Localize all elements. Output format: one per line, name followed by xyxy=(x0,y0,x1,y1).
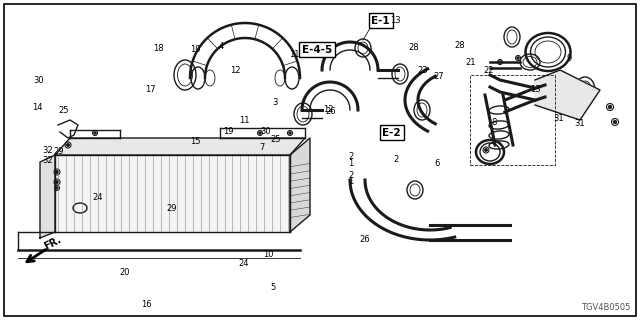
Text: 16: 16 xyxy=(141,300,151,309)
Text: E-1: E-1 xyxy=(371,16,390,26)
Text: 25: 25 xyxy=(270,135,280,144)
Circle shape xyxy=(497,60,502,65)
Circle shape xyxy=(287,131,292,135)
Circle shape xyxy=(257,131,262,135)
Text: 29: 29 xyxy=(166,204,177,213)
Polygon shape xyxy=(40,155,55,238)
Text: 4: 4 xyxy=(218,42,223,51)
Circle shape xyxy=(515,55,520,60)
Text: 22: 22 xyxy=(483,66,493,75)
Text: 30: 30 xyxy=(260,127,271,136)
Text: 26: 26 xyxy=(360,235,370,244)
Circle shape xyxy=(67,143,70,147)
Polygon shape xyxy=(55,155,290,232)
Text: 28: 28 xyxy=(454,41,465,50)
Text: 5: 5 xyxy=(271,284,276,292)
Text: E-2: E-2 xyxy=(382,128,401,138)
Text: 17: 17 xyxy=(145,85,156,94)
Text: 31: 31 xyxy=(574,119,584,128)
Text: TGV4B0505: TGV4B0505 xyxy=(580,303,630,312)
Text: 30: 30 xyxy=(33,76,44,85)
Text: 10: 10 xyxy=(190,45,200,54)
Text: 2: 2 xyxy=(348,152,353,161)
Text: 12: 12 xyxy=(230,66,241,75)
Text: 18: 18 xyxy=(154,44,164,53)
Circle shape xyxy=(611,118,618,125)
Text: 8: 8 xyxy=(492,118,497,127)
Text: 2: 2 xyxy=(348,171,353,180)
Text: 7: 7 xyxy=(260,143,265,152)
Text: 21: 21 xyxy=(465,58,476,67)
Circle shape xyxy=(499,61,501,63)
Text: 12: 12 xyxy=(323,105,333,114)
Text: 10: 10 xyxy=(264,250,274,259)
Circle shape xyxy=(516,57,519,59)
Text: 29: 29 xyxy=(54,148,64,156)
Circle shape xyxy=(54,186,60,190)
Text: 25: 25 xyxy=(59,106,69,115)
Circle shape xyxy=(56,187,58,189)
Text: 26: 26 xyxy=(325,107,335,116)
Text: E-4-5: E-4-5 xyxy=(301,44,332,55)
Circle shape xyxy=(607,103,614,110)
Text: 13: 13 xyxy=(530,85,540,94)
Polygon shape xyxy=(290,138,310,232)
Text: 2: 2 xyxy=(393,156,398,164)
Text: 24: 24 xyxy=(238,260,248,268)
Text: 13: 13 xyxy=(390,16,401,25)
Circle shape xyxy=(289,132,291,134)
Circle shape xyxy=(56,180,58,183)
Text: 6: 6 xyxy=(435,159,440,168)
Text: 31: 31 xyxy=(554,114,564,123)
Text: 11: 11 xyxy=(239,116,250,125)
Text: 11: 11 xyxy=(289,50,300,59)
Circle shape xyxy=(259,132,261,134)
Text: FR.: FR. xyxy=(42,235,63,252)
Circle shape xyxy=(483,147,489,153)
Text: 19: 19 xyxy=(223,127,234,136)
Text: 32: 32 xyxy=(43,146,53,155)
Text: 28: 28 xyxy=(409,43,419,52)
Circle shape xyxy=(54,179,60,185)
Circle shape xyxy=(54,169,60,175)
Circle shape xyxy=(608,105,612,109)
Circle shape xyxy=(613,120,617,124)
Polygon shape xyxy=(55,138,305,155)
Text: 1: 1 xyxy=(348,177,353,186)
Text: 14: 14 xyxy=(32,103,42,112)
Circle shape xyxy=(93,131,97,135)
Text: 9: 9 xyxy=(567,54,572,63)
Text: 24: 24 xyxy=(93,193,103,202)
Circle shape xyxy=(65,142,71,148)
Text: 20: 20 xyxy=(120,268,130,277)
Circle shape xyxy=(56,171,58,173)
Text: 23: 23 xyxy=(417,66,428,75)
Polygon shape xyxy=(535,70,600,120)
Text: 15: 15 xyxy=(190,137,200,146)
Circle shape xyxy=(484,148,488,151)
Text: 1: 1 xyxy=(348,159,353,168)
Circle shape xyxy=(93,132,96,134)
Text: 32: 32 xyxy=(43,156,53,165)
Text: 27: 27 xyxy=(433,72,444,81)
Text: 3: 3 xyxy=(273,98,278,107)
